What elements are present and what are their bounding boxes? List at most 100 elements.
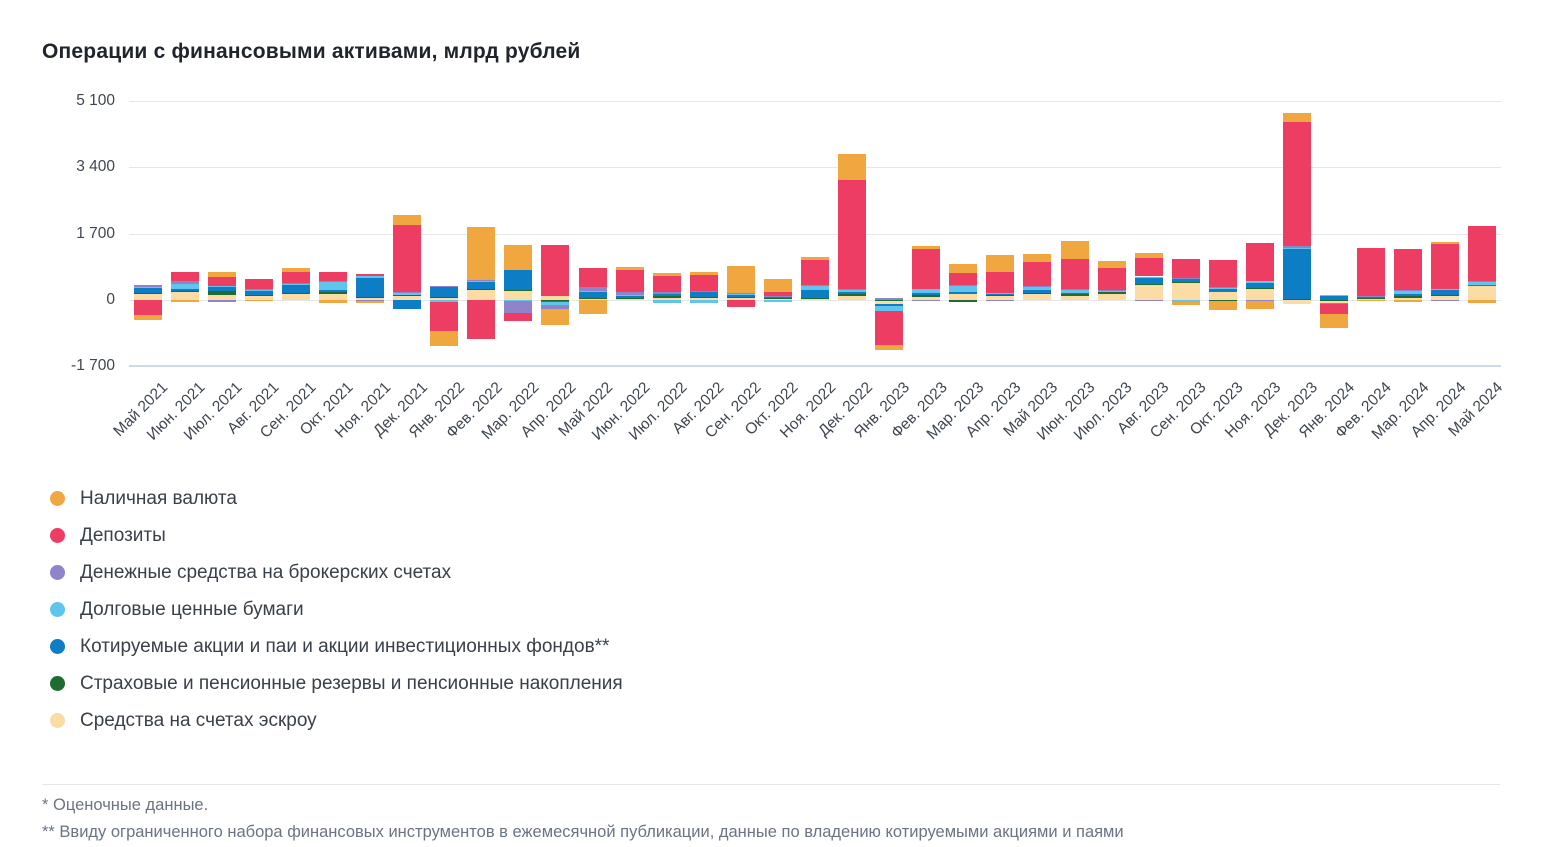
bar-segment-cash[interactable] bbox=[689, 272, 718, 276]
bar-segment-cash[interactable] bbox=[615, 266, 644, 271]
bar-segment-cash[interactable] bbox=[838, 154, 867, 180]
bar-segment-debt_securities[interactable] bbox=[875, 306, 904, 311]
bar-segment-brokerage[interactable] bbox=[652, 292, 681, 295]
bar-segment-escrow[interactable] bbox=[1060, 296, 1089, 300]
bar-segment-brokerage[interactable] bbox=[1320, 303, 1349, 304]
bar-segment-deposits[interactable] bbox=[578, 267, 607, 288]
bar-segment-cash[interactable] bbox=[1245, 301, 1274, 309]
bar-segment-debt_securities[interactable] bbox=[1245, 281, 1274, 283]
bar-segment-equities[interactable] bbox=[504, 270, 533, 291]
bar-segment-insurance_pension[interactable] bbox=[1283, 298, 1312, 300]
bar-segment-debt_securities[interactable] bbox=[1394, 290, 1423, 294]
bar-segment-equities[interactable] bbox=[1171, 278, 1200, 282]
bar-segment-deposits[interactable] bbox=[356, 273, 385, 277]
bar-segment-debt_securities[interactable] bbox=[801, 285, 829, 291]
bar-segment-cash[interactable] bbox=[1468, 299, 1497, 304]
bar-segment-escrow[interactable] bbox=[1468, 285, 1497, 300]
bar-segment-deposits[interactable] bbox=[1283, 122, 1312, 246]
bar-segment-deposits[interactable] bbox=[801, 260, 829, 286]
bar-segment-equities[interactable] bbox=[467, 282, 496, 290]
bar-segment-brokerage[interactable] bbox=[393, 291, 422, 293]
bar-segment-equities[interactable] bbox=[1468, 284, 1497, 286]
bar-segment-equities[interactable] bbox=[393, 299, 422, 309]
bar-segment-escrow[interactable] bbox=[504, 290, 533, 300]
bar-segment-debt_securities[interactable] bbox=[578, 290, 607, 292]
bar-segment-equities[interactable] bbox=[1134, 277, 1163, 285]
bar-segment-cash[interactable] bbox=[1171, 302, 1200, 306]
bar-segment-debt_securities[interactable] bbox=[1468, 281, 1497, 285]
bar-segment-escrow[interactable] bbox=[726, 297, 755, 300]
bar-segment-escrow[interactable] bbox=[912, 297, 941, 300]
bar-segment-escrow[interactable] bbox=[1283, 299, 1312, 305]
bar-segment-insurance_pension[interactable] bbox=[1097, 291, 1126, 294]
bar-segment-brokerage[interactable] bbox=[949, 285, 978, 286]
bar-segment-debt_securities[interactable] bbox=[318, 281, 347, 290]
bar-segment-escrow[interactable] bbox=[949, 293, 978, 300]
bar-segment-insurance_pension[interactable] bbox=[838, 294, 867, 296]
bar-segment-brokerage[interactable] bbox=[467, 279, 496, 281]
bar-segment-escrow[interactable] bbox=[652, 297, 681, 300]
bar-segment-deposits[interactable] bbox=[1245, 243, 1274, 282]
bar-segment-deposits[interactable] bbox=[541, 244, 570, 296]
bar-segment-equities[interactable] bbox=[244, 291, 273, 296]
bar-segment-deposits[interactable] bbox=[912, 249, 941, 290]
bar-segment-brokerage[interactable] bbox=[615, 291, 644, 295]
bar-segment-escrow[interactable] bbox=[281, 293, 310, 300]
bar-segment-escrow[interactable] bbox=[1171, 281, 1200, 300]
bar-segment-insurance_pension[interactable] bbox=[170, 290, 199, 293]
bar-segment-debt_securities[interactable] bbox=[1320, 295, 1349, 296]
bar-segment-deposits[interactable] bbox=[1431, 244, 1460, 289]
bar-segment-equities[interactable] bbox=[689, 291, 718, 298]
bar-segment-insurance_pension[interactable] bbox=[763, 298, 792, 300]
bar-segment-deposits[interactable] bbox=[1208, 259, 1237, 288]
bar-segment-debt_securities[interactable] bbox=[1208, 287, 1237, 289]
bar-segment-escrow[interactable] bbox=[541, 296, 570, 300]
bar-segment-cash[interactable] bbox=[504, 245, 533, 271]
bar-segment-insurance_pension[interactable] bbox=[578, 298, 607, 299]
bar-segment-deposits[interactable] bbox=[1023, 262, 1052, 287]
bar-segment-cash[interactable] bbox=[1060, 240, 1089, 260]
bar-segment-equities[interactable] bbox=[207, 287, 236, 292]
bar-segment-brokerage[interactable] bbox=[318, 280, 347, 282]
bar-segment-debt_securities[interactable] bbox=[615, 294, 644, 296]
bar-segment-escrow[interactable] bbox=[1357, 299, 1386, 300]
bar-segment-debt_securities[interactable] bbox=[689, 299, 718, 303]
bar-segment-brokerage[interactable] bbox=[504, 301, 533, 313]
bar-segment-debt_securities[interactable] bbox=[838, 289, 867, 293]
bar-segment-brokerage[interactable] bbox=[1097, 290, 1126, 291]
bar-segment-deposits[interactable] bbox=[949, 272, 978, 286]
bar-segment-debt_securities[interactable] bbox=[1134, 276, 1163, 278]
bar-segment-equities[interactable] bbox=[726, 294, 755, 297]
bar-segment-debt_securities[interactable] bbox=[986, 292, 1015, 295]
bar-segment-insurance_pension[interactable] bbox=[467, 289, 496, 290]
bar-segment-cash[interactable] bbox=[318, 299, 347, 304]
bar-segment-escrow[interactable] bbox=[1245, 288, 1274, 300]
bar-segment-cash[interactable] bbox=[578, 299, 607, 315]
bar-segment-cash[interactable] bbox=[652, 273, 681, 276]
bar-segment-deposits[interactable] bbox=[467, 299, 496, 339]
bar-segment-debt_securities[interactable] bbox=[726, 293, 755, 295]
bar-segment-deposits[interactable] bbox=[875, 310, 904, 345]
bar-segment-deposits[interactable] bbox=[207, 277, 236, 286]
bar-segment-deposits[interactable] bbox=[318, 271, 347, 281]
bar-segment-brokerage[interactable] bbox=[689, 290, 718, 292]
bar-segment-cash[interactable] bbox=[207, 272, 236, 278]
bar-segment-equities[interactable] bbox=[281, 285, 310, 293]
bar-segment-equities[interactable] bbox=[170, 288, 199, 291]
bar-segment-cash[interactable] bbox=[726, 265, 755, 293]
bar-segment-escrow[interactable] bbox=[133, 293, 162, 300]
bar-segment-brokerage[interactable] bbox=[430, 286, 459, 287]
bar-segment-equities[interactable] bbox=[1060, 293, 1089, 295]
bar-segment-deposits[interactable] bbox=[986, 271, 1015, 293]
bar-segment-debt_securities[interactable] bbox=[393, 292, 422, 296]
bar-segment-insurance_pension[interactable] bbox=[1357, 297, 1386, 300]
bar-segment-escrow[interactable] bbox=[244, 296, 273, 300]
bar-segment-cash[interactable] bbox=[356, 301, 385, 303]
bar-segment-cash[interactable] bbox=[1283, 112, 1312, 123]
legend-item-insurance_pension[interactable]: Страховые и пенсионные резервы и пенсион… bbox=[50, 665, 623, 702]
bar-segment-insurance_pension[interactable] bbox=[318, 292, 347, 295]
bar-segment-cash[interactable] bbox=[170, 299, 199, 303]
bar-segment-escrow[interactable] bbox=[1431, 295, 1460, 300]
bar-segment-insurance_pension[interactable] bbox=[504, 290, 533, 291]
bar-segment-equities[interactable] bbox=[801, 290, 829, 298]
